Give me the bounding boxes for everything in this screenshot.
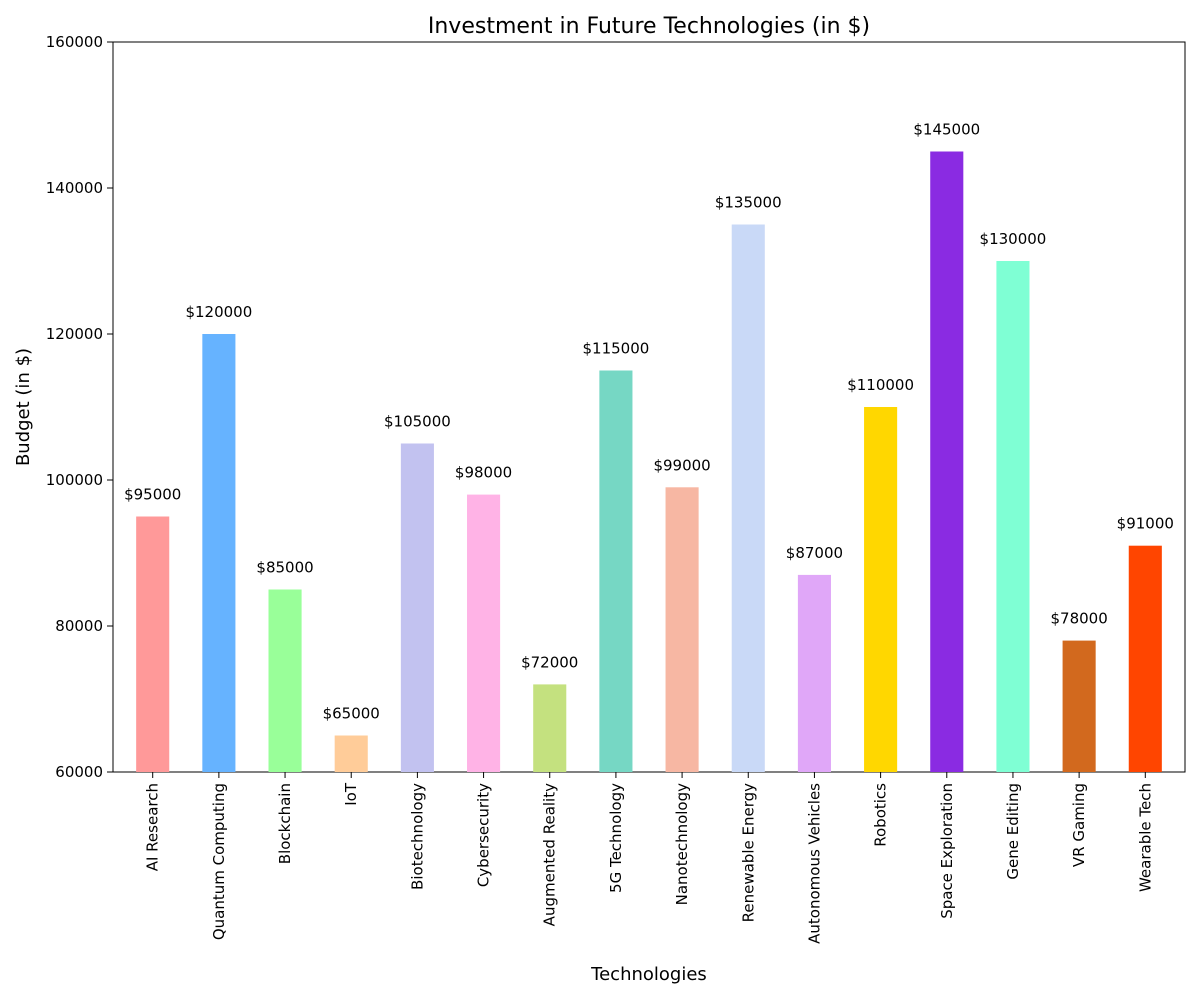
x-tick-label: Wearable Tech bbox=[1136, 783, 1154, 892]
x-axis: AI Research Quantum Computing Blockchain Io… bbox=[144, 772, 1154, 944]
bar bbox=[797, 574, 831, 772]
bar bbox=[1062, 640, 1096, 772]
chart-title: Investment in Future Technologies (in $) bbox=[428, 14, 870, 39]
y-tick-label: 140000 bbox=[46, 179, 103, 197]
bar-value-label: $99000 bbox=[653, 456, 710, 474]
bar bbox=[533, 684, 567, 772]
bar-value-label: $72000 bbox=[521, 653, 578, 671]
x-tick-label: Renewable Energy bbox=[739, 783, 757, 922]
y-tick-label: 100000 bbox=[46, 471, 103, 489]
bar-value-label: $85000 bbox=[256, 559, 313, 577]
bar-value-label: $65000 bbox=[323, 705, 380, 723]
x-axis-label: Technologies bbox=[590, 964, 707, 985]
y-tick-label: 120000 bbox=[46, 325, 103, 343]
bar-value-label: $135000 bbox=[715, 194, 782, 212]
x-tick-label: Biotechnology bbox=[408, 783, 426, 890]
bar bbox=[864, 407, 898, 772]
x-tick-label: IoT bbox=[342, 782, 360, 806]
x-tick-label: Gene Editing bbox=[1004, 783, 1022, 880]
x-tick-label: Robotics bbox=[872, 783, 890, 847]
x-tick-label: Nanotechnology bbox=[673, 783, 691, 906]
y-tick-label: 80000 bbox=[55, 617, 103, 635]
y-tick-label: 60000 bbox=[55, 763, 103, 781]
bar bbox=[400, 443, 434, 772]
x-tick-label: Quantum Computing bbox=[210, 783, 228, 940]
bar-value-label: $91000 bbox=[1117, 515, 1174, 533]
bar-value-label: $110000 bbox=[847, 376, 914, 394]
bar bbox=[599, 370, 633, 772]
y-axis: 60000 80000 100000 120000 140000 160000 bbox=[46, 33, 113, 781]
y-axis-label: Budget (in $) bbox=[13, 348, 34, 466]
plot-frame bbox=[112, 41, 1186, 773]
x-tick-label: AI Research bbox=[144, 783, 162, 871]
bar bbox=[467, 494, 501, 772]
x-tick-label: Augmented Reality bbox=[541, 783, 559, 926]
bar bbox=[1128, 545, 1162, 772]
bar-value-label: $95000 bbox=[124, 486, 181, 504]
bar-value-label: $98000 bbox=[455, 464, 512, 482]
bar bbox=[136, 516, 170, 772]
bar bbox=[268, 589, 302, 772]
bar-value-label: $120000 bbox=[185, 303, 252, 321]
x-tick-label: Autonomous Vehicles bbox=[805, 783, 823, 944]
x-tick-label: 5G Technology bbox=[607, 783, 625, 893]
bar-value-label: $130000 bbox=[980, 230, 1047, 248]
bar bbox=[996, 261, 1030, 772]
bar-value-label: $115000 bbox=[583, 340, 650, 358]
bar bbox=[665, 487, 699, 772]
bar bbox=[334, 735, 368, 772]
bar bbox=[731, 224, 765, 772]
x-tick-label: Blockchain bbox=[276, 783, 294, 864]
bar-value-label: $145000 bbox=[913, 121, 980, 139]
bar-value-label: $105000 bbox=[384, 413, 451, 431]
x-tick-label: Cybersecurity bbox=[475, 783, 493, 887]
x-tick-label: VR Gaming bbox=[1070, 783, 1088, 867]
y-tick-label: 160000 bbox=[46, 33, 103, 51]
bar bbox=[930, 151, 964, 772]
bar-value-label: $87000 bbox=[786, 544, 843, 562]
bar-value-label: $78000 bbox=[1050, 610, 1107, 628]
bars-group: $95000 $120000 $85000 $65000 $105000 $98000 $7… bbox=[124, 121, 1174, 772]
x-tick-label: Space Exploration bbox=[938, 783, 956, 919]
bar bbox=[202, 334, 236, 772]
